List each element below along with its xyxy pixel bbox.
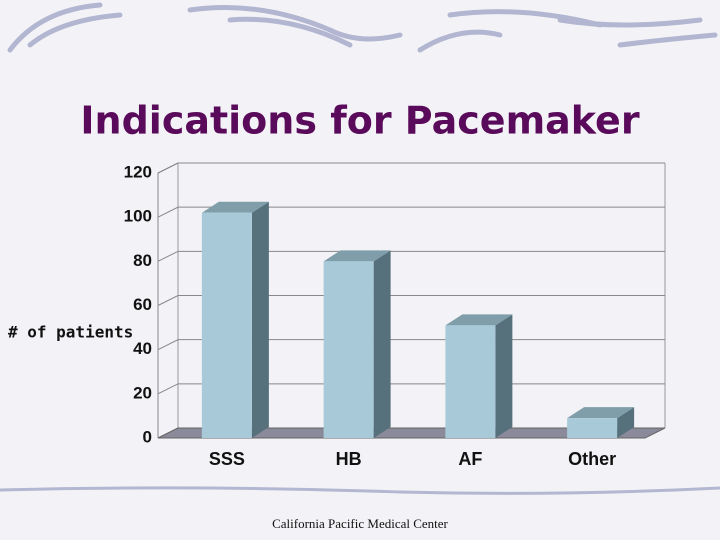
y-tick-label: 80 [133,251,152,270]
bar-top [567,407,635,419]
bar-top [323,250,391,262]
x-tick-label: Other [568,449,616,469]
grid-line [157,250,665,262]
y-axis-label: # of patients [8,323,133,342]
chart-title: Indications for Pacemaker [80,99,639,143]
y-tick-label: 40 [133,339,152,358]
y-tick-label: 0 [143,427,152,446]
x-tick-label: SSS [209,449,245,469]
y-tick-label: 20 [133,383,152,402]
bar [201,212,252,438]
grid-line [157,206,665,218]
bar-side [617,407,635,438]
bar-side [251,201,269,438]
grid-line [157,162,665,174]
bar [323,261,374,438]
bar-top [201,201,269,213]
y-tick-label: 60 [133,295,152,314]
bar-top [445,314,513,326]
y-tick-label: 120 [124,162,152,181]
footer: California Pacific Medical Center [272,516,448,531]
bar [445,325,496,438]
y-tick-label: 100 [124,207,152,226]
bar [567,418,618,438]
x-tick-label: HB [336,449,362,469]
bar-side [495,314,513,438]
decoration [0,2,720,495]
x-tick-label: AF [458,449,482,469]
bar-side [373,250,391,438]
grid-line [157,295,665,306]
